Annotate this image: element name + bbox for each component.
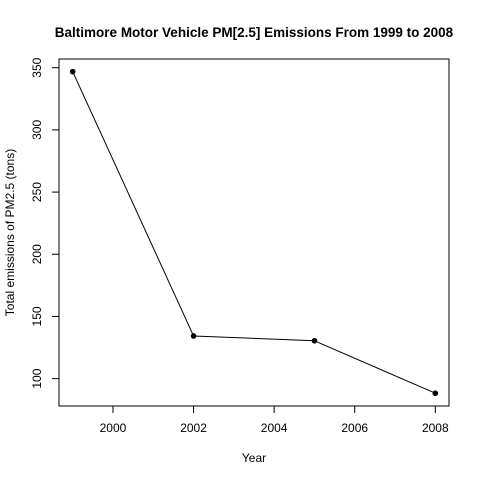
x-axis: 2000 2002 2004 2006 2008 [100, 406, 449, 435]
series-points-group [69, 68, 439, 397]
data-point [432, 390, 439, 397]
y-tick-label: 150 [30, 306, 44, 326]
y-axis: 100 150 200 250 300 350 [30, 57, 59, 389]
data-point [190, 333, 197, 339]
chart-title: Baltimore Motor Vehicle PM[2.5] Emission… [55, 25, 454, 40]
data-point [311, 337, 318, 344]
series-line-group [72, 71, 436, 394]
x-axis-label: Year [242, 451, 266, 465]
x-tick-label: 2000 [100, 421, 127, 435]
y-tick-label: 100 [30, 368, 44, 388]
y-tick-label: 300 [30, 120, 44, 140]
series-line-segment [193, 335, 315, 342]
y-tick-label: 250 [30, 182, 44, 202]
x-tick-label: 2002 [180, 421, 207, 435]
series-line-segment [314, 340, 436, 394]
y-axis-label: Total emissions of PM2.5 (tons) [3, 149, 17, 316]
data-point [69, 68, 76, 75]
x-tick-label: 2008 [422, 421, 449, 435]
y-tick-label: 200 [30, 244, 44, 264]
x-tick-label: 2006 [341, 421, 368, 435]
x-tick-label: 2004 [261, 421, 288, 435]
plot-area-frame [58, 58, 450, 407]
y-tick-label: 350 [30, 57, 44, 77]
series-line-segment [72, 71, 195, 337]
